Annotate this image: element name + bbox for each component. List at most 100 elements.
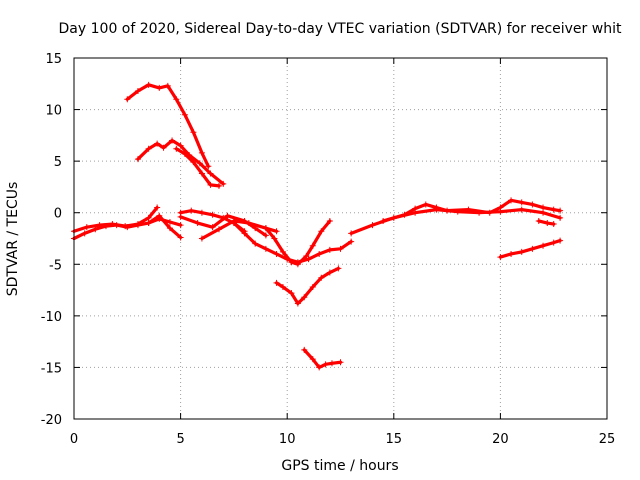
data-point bbox=[196, 160, 203, 167]
data-point bbox=[156, 84, 163, 91]
series-line bbox=[264, 219, 332, 266]
data-point bbox=[160, 144, 167, 151]
data-point bbox=[273, 250, 280, 257]
data-point bbox=[550, 206, 557, 213]
data-point bbox=[279, 283, 286, 290]
data-point bbox=[145, 145, 152, 152]
data-point bbox=[486, 209, 493, 216]
y-tick-label: -20 bbox=[41, 413, 62, 428]
data-point bbox=[220, 180, 227, 187]
data-point bbox=[305, 256, 312, 263]
series-arc-5 bbox=[71, 204, 161, 235]
data-point bbox=[154, 140, 161, 147]
series-line bbox=[147, 214, 183, 240]
axis-ticks: 0 5 10 15 20 25 -20 -15 -10 -5 0 5 10 15 bbox=[41, 52, 616, 447]
data-point bbox=[177, 142, 184, 149]
data-point bbox=[230, 220, 237, 227]
data-point bbox=[134, 156, 141, 163]
y-tick-label: -15 bbox=[41, 361, 62, 376]
data-point bbox=[273, 279, 280, 286]
data-point bbox=[401, 211, 408, 218]
data-point bbox=[190, 159, 197, 166]
data-point bbox=[83, 224, 90, 231]
data-point bbox=[164, 82, 171, 89]
data-point bbox=[177, 213, 184, 220]
series-arc-17 bbox=[535, 217, 557, 228]
data-point bbox=[303, 253, 310, 260]
series-line bbox=[136, 138, 225, 186]
data-point bbox=[96, 222, 103, 229]
series-arc-6 bbox=[145, 212, 184, 241]
data-point bbox=[518, 206, 525, 213]
y-tick-label: -10 bbox=[41, 310, 62, 325]
data-point bbox=[301, 294, 308, 301]
data-point bbox=[288, 259, 295, 266]
data-point bbox=[326, 217, 333, 224]
data-point bbox=[497, 254, 504, 261]
data-point bbox=[369, 222, 376, 229]
data-point bbox=[444, 207, 451, 214]
data-point bbox=[412, 205, 419, 212]
data-point bbox=[557, 214, 564, 221]
series-arc-4 bbox=[71, 215, 184, 242]
data-point bbox=[294, 261, 301, 268]
y-tick-label: 10 bbox=[45, 104, 62, 119]
series-arc-16 bbox=[301, 346, 344, 371]
series-arc-2 bbox=[134, 137, 227, 187]
series-line bbox=[302, 348, 343, 370]
data-point bbox=[337, 245, 344, 252]
data-point bbox=[316, 250, 323, 257]
x-tick-label: 5 bbox=[176, 432, 184, 447]
data-point bbox=[497, 204, 504, 211]
data-point bbox=[207, 170, 214, 177]
data-point bbox=[529, 245, 536, 252]
y-tick-label: 5 bbox=[54, 155, 62, 170]
data-point bbox=[81, 230, 88, 237]
data-point bbox=[326, 269, 333, 276]
data-point bbox=[422, 201, 429, 208]
data-point bbox=[557, 207, 564, 214]
data-point bbox=[198, 170, 205, 177]
data-point bbox=[198, 149, 205, 156]
plot-frame bbox=[73, 57, 608, 420]
x-tick-label: 10 bbox=[279, 432, 296, 447]
data-point bbox=[209, 224, 216, 231]
data-point bbox=[134, 88, 141, 95]
data-point bbox=[309, 242, 316, 249]
data-point bbox=[337, 359, 344, 366]
data-point bbox=[318, 274, 325, 281]
data-point bbox=[245, 220, 252, 227]
data-point bbox=[224, 212, 231, 219]
data-point bbox=[145, 220, 152, 227]
data-point bbox=[288, 290, 295, 297]
data-point bbox=[535, 217, 542, 224]
x-tick-label: 15 bbox=[386, 432, 403, 447]
series-line bbox=[232, 221, 353, 264]
data-point bbox=[540, 209, 547, 216]
x-tick-label: 20 bbox=[492, 432, 509, 447]
data-point bbox=[529, 201, 536, 208]
data-point bbox=[540, 242, 547, 249]
data-point bbox=[215, 226, 222, 233]
data-point bbox=[145, 81, 152, 88]
data-point bbox=[279, 248, 286, 255]
data-point bbox=[173, 145, 180, 152]
data-point bbox=[380, 217, 387, 224]
data-point bbox=[252, 240, 259, 247]
data-point bbox=[262, 232, 269, 239]
y-axis-label: SDTVAR / TECUs bbox=[5, 182, 21, 297]
series-arc-3 bbox=[173, 145, 222, 189]
y-tick-label: 15 bbox=[45, 52, 62, 67]
data-series bbox=[71, 81, 564, 371]
data-point bbox=[294, 300, 301, 307]
data-point bbox=[205, 163, 212, 170]
data-point bbox=[209, 211, 216, 218]
data-point bbox=[156, 212, 163, 219]
series-arc-13 bbox=[380, 197, 564, 224]
data-point bbox=[316, 364, 323, 371]
chart-title: Day 100 of 2020, Sidereal Day-to-day VTE… bbox=[59, 21, 622, 37]
y-tick-label: -5 bbox=[49, 258, 62, 273]
data-point bbox=[198, 235, 205, 242]
data-point bbox=[322, 361, 329, 368]
